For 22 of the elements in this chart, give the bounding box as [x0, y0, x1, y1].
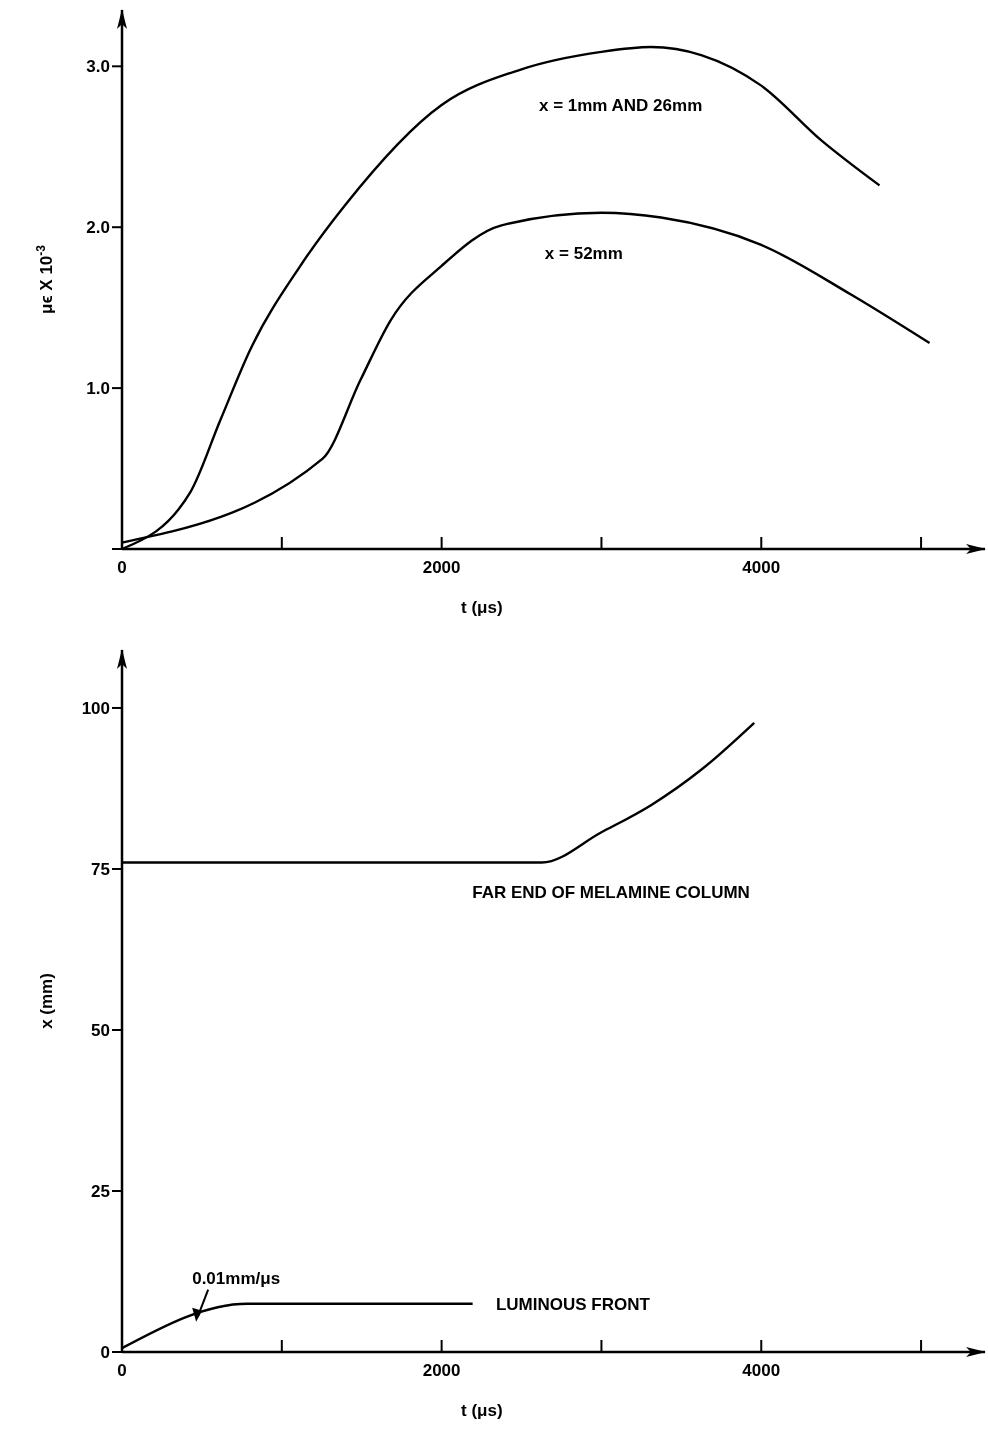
- y-tick-label: 1.0: [86, 379, 110, 399]
- y-tick-label: 0: [100, 1343, 110, 1362]
- series-label: LUMINOUS FRONT: [495, 1295, 651, 1315]
- y-tick-label: 25: [91, 1181, 110, 1201]
- series-label: x = 1mm AND 26mm: [538, 96, 703, 116]
- series-label: FAR END OF MELAMINE COLUMN: [472, 882, 750, 902]
- x-tick-label: 0: [117, 558, 127, 577]
- series-label: x = 52mm: [544, 244, 623, 264]
- y-tick-label: 50: [91, 1020, 110, 1040]
- y-tick-label: 100: [81, 698, 110, 718]
- annotation: 0.01mm/μs: [192, 1268, 281, 1288]
- y-tick-label: 2.0: [86, 218, 110, 238]
- y-axis-title: x (mm): [37, 973, 56, 1029]
- x-tick-label: 4000: [742, 1361, 781, 1380]
- x-tick-label: 0: [117, 1361, 127, 1380]
- x-axis-title: t (μs): [461, 598, 503, 617]
- x-axis-title: t (μs): [461, 1401, 503, 1420]
- y-tick-label: 3.0: [86, 57, 110, 77]
- x-tick-label: 2000: [422, 1361, 461, 1380]
- x-tick-label: 2000: [422, 558, 461, 577]
- x-tick-label: 4000: [742, 558, 781, 577]
- y-tick-label: 75: [91, 859, 110, 879]
